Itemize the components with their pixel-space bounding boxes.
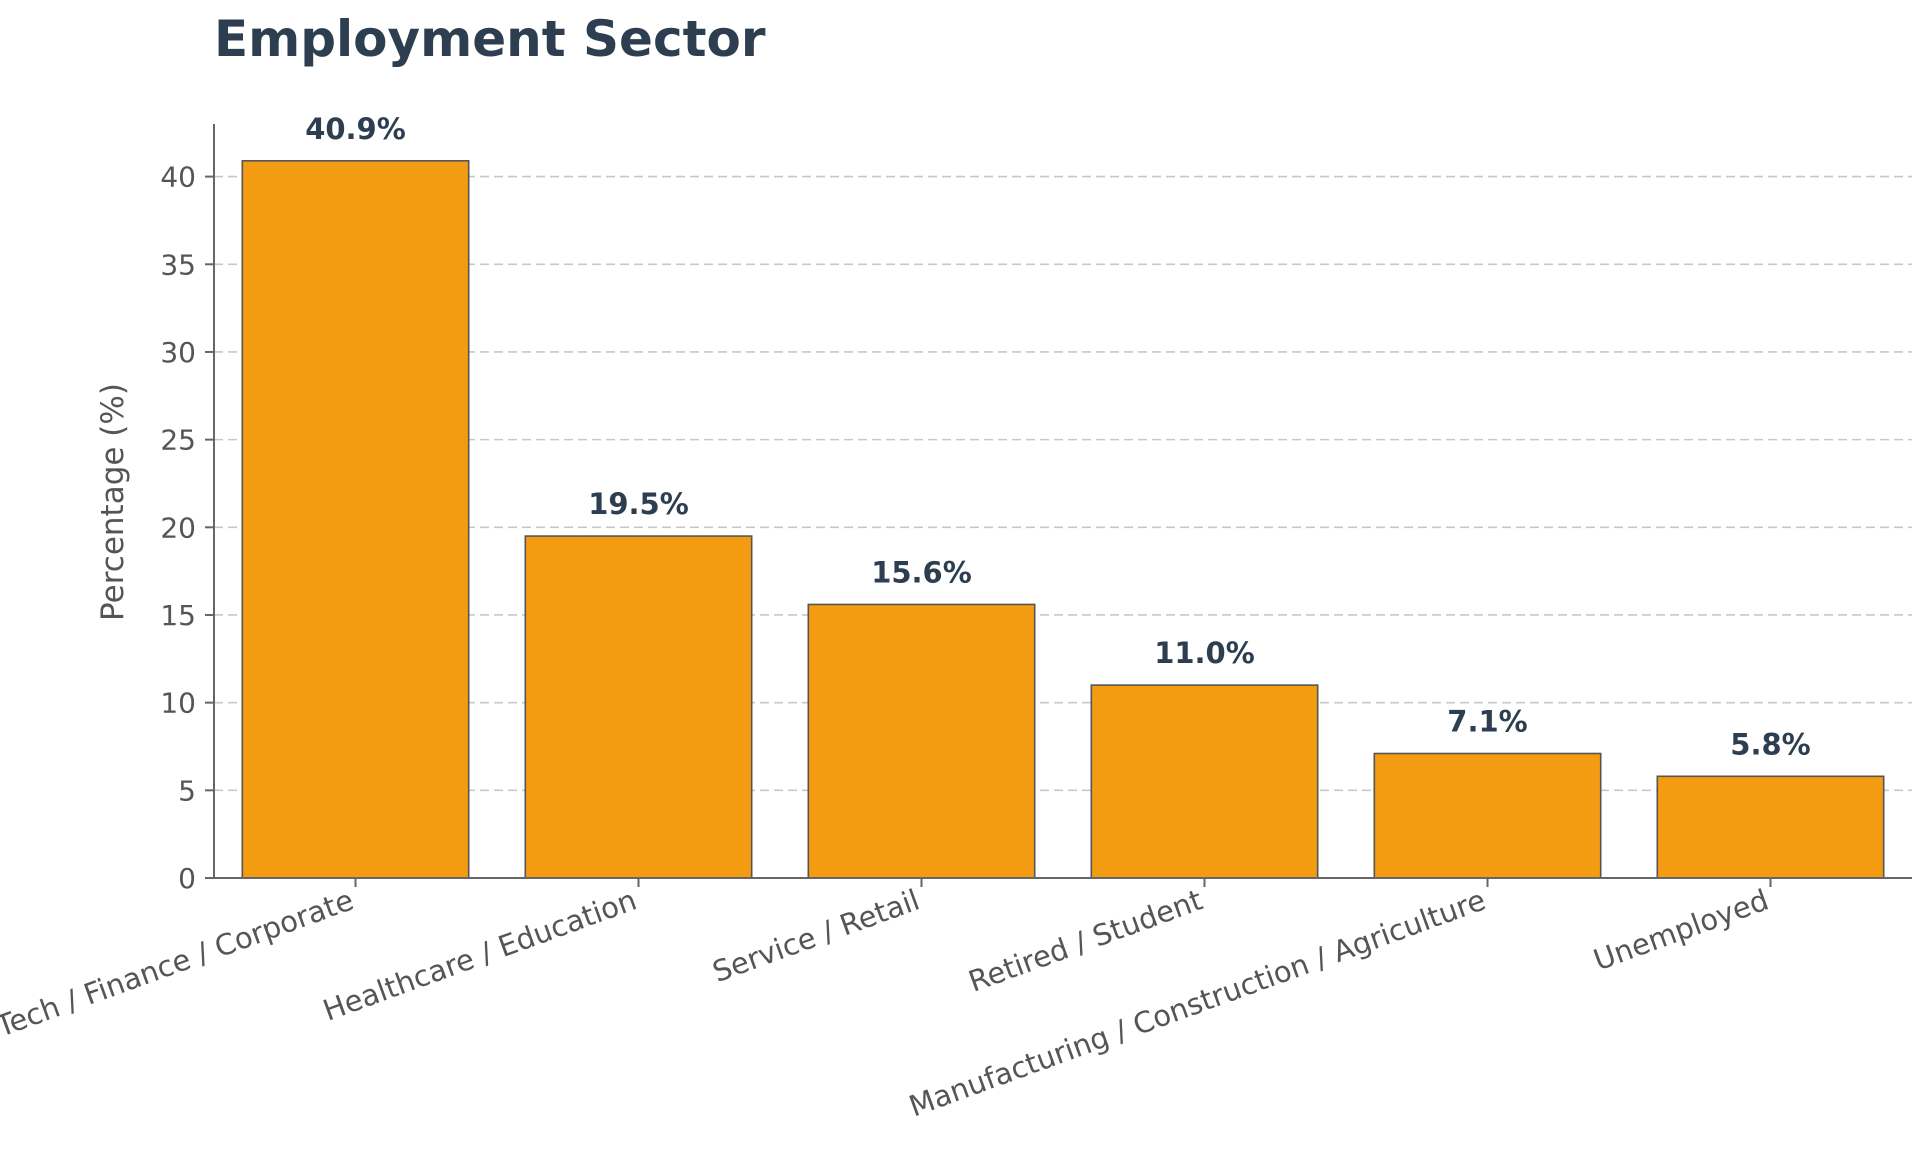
y-tick-label: 10 [160, 687, 196, 720]
value-label: 40.9% [305, 112, 406, 146]
y-tick-label: 15 [160, 599, 196, 632]
x-tick-label: Service / Retail [708, 883, 924, 989]
x-tick-label: Healthcare / Education [319, 883, 641, 1028]
y-tick-label: 30 [160, 336, 196, 369]
x-tick-label: Tech / Finance / Corporate [0, 883, 358, 1044]
y-tick-label: 40 [160, 161, 196, 194]
y-tick-label: 5 [178, 774, 196, 807]
grid-lines [214, 175, 1912, 792]
x-tick-label: Retired / Student [964, 883, 1207, 999]
x-tick-label: Manufacturing / Construction / Agricultu… [905, 883, 1490, 1124]
value-label: 7.1% [1447, 705, 1527, 739]
bar [1373, 752, 1602, 879]
value-labels: 40.9% 19.5% 15.6% 11.0% 7.1% 5.8% [305, 112, 1811, 761]
value-label: 19.5% [588, 487, 689, 521]
bar [241, 160, 470, 879]
y-tick-label: 20 [160, 511, 196, 544]
bars [241, 160, 1885, 879]
value-label: 15.6% [871, 555, 972, 589]
x-tick-label: Unemployed [1589, 883, 1773, 978]
y-axis-label: Percentage (%) [95, 383, 131, 621]
bar [1656, 775, 1885, 879]
bar [524, 535, 753, 879]
y-axis-ticks: 0 5 10 15 20 25 30 35 40 [160, 161, 214, 895]
y-tick-label: 35 [160, 248, 196, 281]
value-label: 5.8% [1730, 727, 1810, 761]
chart-title: Employment Sector [214, 10, 766, 68]
bar [1090, 684, 1319, 879]
axes [205, 124, 1912, 879]
y-tick-label: 25 [160, 424, 196, 457]
value-label: 11.0% [1154, 636, 1255, 670]
bar [807, 603, 1036, 879]
y-tick-label: 0 [178, 862, 196, 895]
